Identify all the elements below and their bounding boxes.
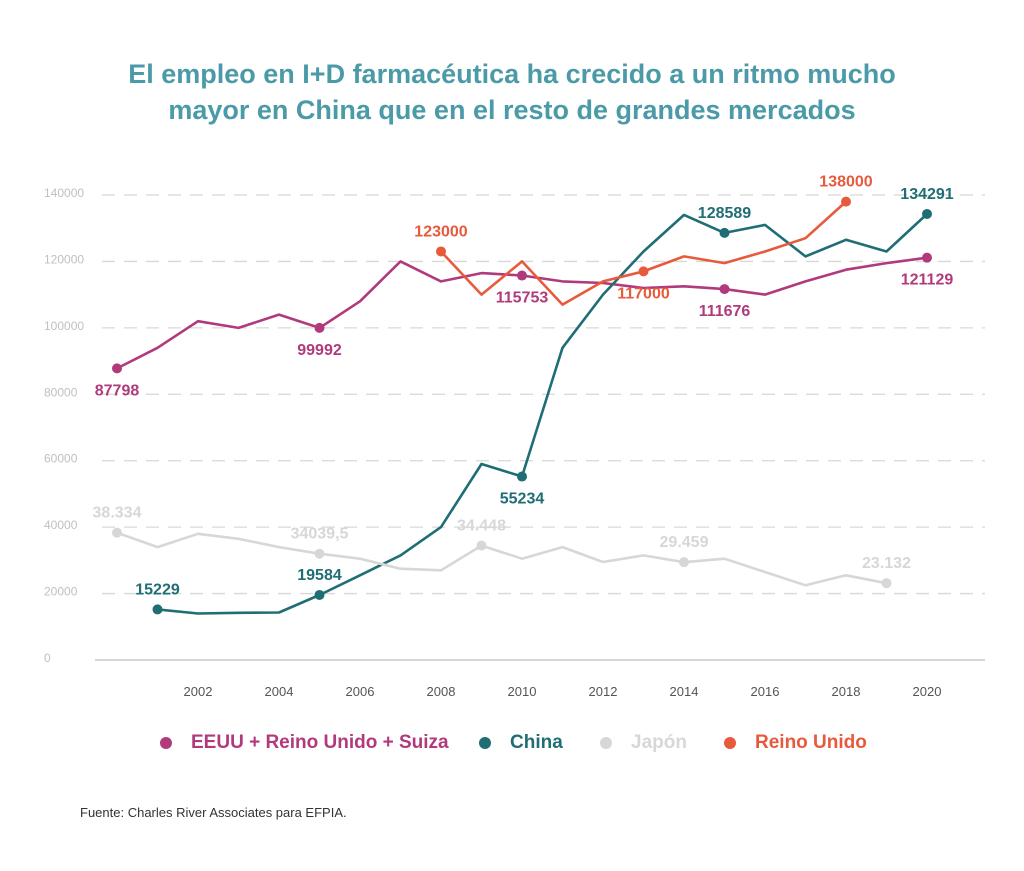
data-label-china: 15229 (135, 581, 180, 598)
legend-dot-icon (160, 737, 172, 749)
legend-label: Reino Unido (755, 732, 867, 753)
data-label-eeuu-reino-unido-suiza: 111676 (699, 303, 751, 320)
y-axis-ticks: 0 20000 40000 60000 80000 100000 120000 140000 (44, 186, 84, 665)
y-tick-label: 140000 (44, 186, 84, 200)
x-tick-label: 2018 (832, 684, 861, 699)
legend-item-china: China (479, 732, 563, 754)
legend: EEUU + Reino Unido + Suiza China Japón Rein… (0, 732, 1024, 760)
y-tick-label: 20000 (44, 585, 78, 599)
data-point-japon (314, 548, 325, 559)
legend-label: China (510, 732, 563, 753)
data-label-japon: 38.334 (93, 505, 142, 522)
legend-item-reino-unido: Reino Unido (724, 732, 867, 754)
x-tick-label: 2016 (751, 684, 780, 699)
x-tick-label: 2014 (670, 684, 699, 699)
data-label-japon: 23.132 (862, 555, 911, 572)
legend-dot-icon (724, 737, 736, 749)
data-point-eeuu-reino-unido-suiza (314, 322, 325, 333)
legend-label: Japón (631, 732, 687, 753)
data-label-japon: 29.459 (660, 534, 709, 551)
data-point-eeuu-reino-unido-suiza (719, 284, 730, 295)
legend-dot-icon (600, 737, 612, 749)
data-point-reino-unido (638, 266, 649, 277)
data-label-japon: 34039,5 (291, 526, 349, 543)
data-point-japon (679, 557, 689, 568)
data-label-eeuu-reino-unido-suiza: 115753 (496, 290, 549, 307)
chart-title-line-2: mayor en China que en el resto de grande… (168, 95, 856, 125)
data-point-reino-unido (436, 246, 446, 257)
data-label-reino-unido: 138000 (819, 174, 872, 191)
data-point-eeuu-reino-unido-suiza (922, 252, 932, 263)
chart-title-line-1: El empleo en I+D farmacéutica ha crecido… (128, 59, 896, 89)
data-label-eeuu-reino-unido-suiza: 121129 (901, 272, 954, 289)
series-line-japon (115, 531, 888, 587)
data-point-china (152, 604, 163, 615)
data-label-eeuu-reino-unido-suiza: 99992 (297, 342, 342, 359)
data-label-reino-unido: 117000 (617, 285, 670, 302)
data-point-japon (881, 578, 892, 589)
data-point-eeuu-reino-unido-suiza (517, 270, 527, 281)
x-tick-label: 2002 (184, 684, 213, 699)
y-tick-label: 100000 (44, 319, 84, 333)
data-point-japon (112, 527, 122, 538)
data-label-china: 19584 (297, 567, 342, 584)
x-tick-label: 2008 (427, 684, 456, 699)
series-line-china (156, 212, 929, 615)
x-tick-label: 2010 (508, 684, 537, 699)
data-label-reino-unido: 123000 (414, 223, 467, 240)
legend-item-japon: Japón (600, 732, 687, 754)
data-point-china (922, 208, 932, 219)
gridlines (102, 194, 985, 595)
data-point-reino-unido (841, 196, 851, 207)
data-labels: 87798 99992 115753 111676 121129 15229 19584 55… (93, 174, 954, 599)
x-tick-label: 2012 (589, 684, 618, 699)
y-tick-label: 60000 (44, 452, 78, 466)
data-point-eeuu-reino-unido-suiza (112, 363, 122, 374)
data-point-china (719, 227, 730, 238)
series-lines (115, 200, 929, 615)
chart-title: El empleo en I+D farmacéutica ha crecido… (0, 56, 1024, 128)
legend-dot-icon (479, 737, 491, 749)
x-tick-label: 2004 (265, 684, 294, 699)
x-axis-ticks: 2002 2004 2006 2008 2010 2012 2014 2016 2018 2020 (184, 684, 942, 699)
data-point-china (517, 471, 527, 482)
series-markers (112, 196, 932, 615)
x-tick-label: 2020 (913, 684, 942, 699)
y-tick-label: 120000 (44, 252, 84, 266)
y-tick-label: 40000 (44, 518, 78, 532)
data-label-china: 128589 (698, 205, 751, 222)
data-label-japon: 34.448 (457, 518, 506, 535)
legend-label: EEUU + Reino Unido + Suiza (191, 732, 449, 753)
data-label-eeuu-reino-unido-suiza: 87798 (95, 382, 140, 399)
x-tick-label: 2006 (346, 684, 375, 699)
data-point-china (314, 589, 325, 600)
source-note: Fuente: Charles River Associates para EF… (80, 805, 347, 820)
data-point-japon (476, 540, 487, 551)
legend-item-eeuu-reino-unido-suiza: EEUU + Reino Unido + Suiza (160, 732, 449, 754)
y-tick-label: 0 (44, 651, 51, 665)
data-label-china: 55234 (500, 491, 545, 508)
data-label-china: 134291 (900, 186, 953, 203)
y-tick-label: 80000 (44, 385, 78, 399)
